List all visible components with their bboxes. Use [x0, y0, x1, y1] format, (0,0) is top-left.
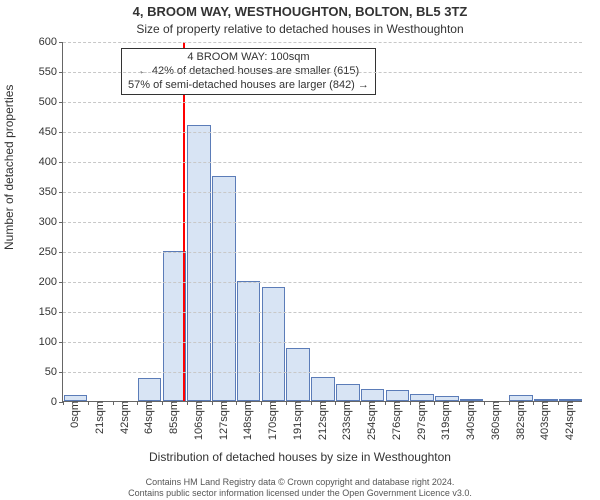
y-tick-label: 150 [39, 306, 63, 318]
y-tick-label: 0 [51, 396, 63, 408]
x-tick-label: 254sqm [364, 401, 378, 440]
histogram-bar [138, 378, 162, 401]
x-tick [212, 401, 213, 405]
y-tick-label: 500 [39, 96, 63, 108]
y-tick-label: 600 [39, 36, 63, 48]
histogram-bar [410, 394, 434, 401]
x-tick [88, 401, 89, 405]
x-tick-label: 382sqm [513, 401, 527, 440]
histogram-bar [361, 389, 385, 401]
grid-line [63, 222, 582, 223]
grid-line [63, 342, 582, 343]
x-tick [286, 401, 287, 405]
grid-line [63, 252, 582, 253]
histogram-bar [262, 287, 286, 401]
x-tick-label: 191sqm [290, 401, 304, 440]
x-tick [410, 401, 411, 405]
grid-line [63, 132, 582, 133]
chart-subtitle: Size of property relative to detached ho… [0, 22, 600, 36]
histogram-bar [237, 281, 261, 401]
histogram-bar [187, 125, 211, 401]
x-tick [113, 401, 114, 405]
x-tick-label: 21sqm [92, 401, 106, 434]
y-tick-label: 550 [39, 66, 63, 78]
y-tick-label: 200 [39, 276, 63, 288]
histogram-bar [286, 348, 310, 401]
y-tick-label: 250 [39, 246, 63, 258]
x-tick [311, 401, 312, 405]
y-tick-label: 400 [39, 156, 63, 168]
x-tick [558, 401, 559, 405]
x-tick-label: 319sqm [438, 401, 452, 440]
x-tick [459, 401, 460, 405]
x-tick-label: 340sqm [463, 401, 477, 440]
chart-title: 4, BROOM WAY, WESTHOUGHTON, BOLTON, BL5 … [0, 4, 600, 19]
x-tick [484, 401, 485, 405]
y-tick-label: 50 [45, 366, 63, 378]
x-tick [137, 401, 138, 405]
grid-line [63, 282, 582, 283]
x-tick [261, 401, 262, 405]
y-tick-label: 450 [39, 126, 63, 138]
x-tick-label: 64sqm [141, 401, 155, 434]
x-tick-label: 148sqm [240, 401, 254, 440]
histogram-bar [311, 377, 335, 401]
plot-area: 4 BROOM WAY: 100sqm ← 42% of detached ho… [62, 42, 582, 402]
y-axis-label: Number of detached properties [2, 85, 16, 250]
grid-line [63, 102, 582, 103]
x-tick-label: 360sqm [488, 401, 502, 440]
grid-line [63, 162, 582, 163]
footer-line-1: Contains HM Land Registry data © Crown c… [8, 477, 592, 487]
x-tick-label: 424sqm [562, 401, 576, 440]
chart-container: 4, BROOM WAY, WESTHOUGHTON, BOLTON, BL5 … [0, 0, 600, 500]
annotation-line-3: 57% of semi-detached houses are larger (… [128, 79, 369, 93]
x-tick [533, 401, 534, 405]
x-tick-label: 297sqm [414, 401, 428, 440]
x-axis-label: Distribution of detached houses by size … [0, 450, 600, 464]
x-tick-label: 0sqm [67, 401, 81, 428]
x-tick-label: 42sqm [117, 401, 131, 434]
y-tick-label: 350 [39, 186, 63, 198]
footer-attribution: Contains HM Land Registry data © Crown c… [8, 477, 592, 498]
footer-line-2: Contains public sector information licen… [8, 488, 592, 498]
y-tick-label: 300 [39, 216, 63, 228]
x-tick [236, 401, 237, 405]
histogram-bar [336, 384, 360, 401]
x-tick [434, 401, 435, 405]
x-tick [385, 401, 386, 405]
x-tick-label: 233sqm [339, 401, 353, 440]
x-tick [360, 401, 361, 405]
x-tick-label: 403sqm [537, 401, 551, 440]
x-tick-label: 170sqm [265, 401, 279, 440]
x-tick-label: 85sqm [166, 401, 180, 434]
x-tick-label: 106sqm [191, 401, 205, 440]
histogram-bar [212, 176, 236, 401]
grid-line [63, 372, 582, 373]
y-tick-label: 100 [39, 336, 63, 348]
histogram-bar [386, 390, 410, 401]
x-tick-label: 212sqm [315, 401, 329, 440]
grid-line [63, 192, 582, 193]
annotation-line-1: 4 BROOM WAY: 100sqm [128, 51, 369, 65]
grid-line [63, 42, 582, 43]
grid-line [63, 312, 582, 313]
grid-line [63, 72, 582, 73]
x-tick [187, 401, 188, 405]
x-tick [335, 401, 336, 405]
x-tick [162, 401, 163, 405]
x-tick-label: 127sqm [216, 401, 230, 440]
x-tick-label: 276sqm [389, 401, 403, 440]
x-tick [63, 401, 64, 405]
x-tick [509, 401, 510, 405]
